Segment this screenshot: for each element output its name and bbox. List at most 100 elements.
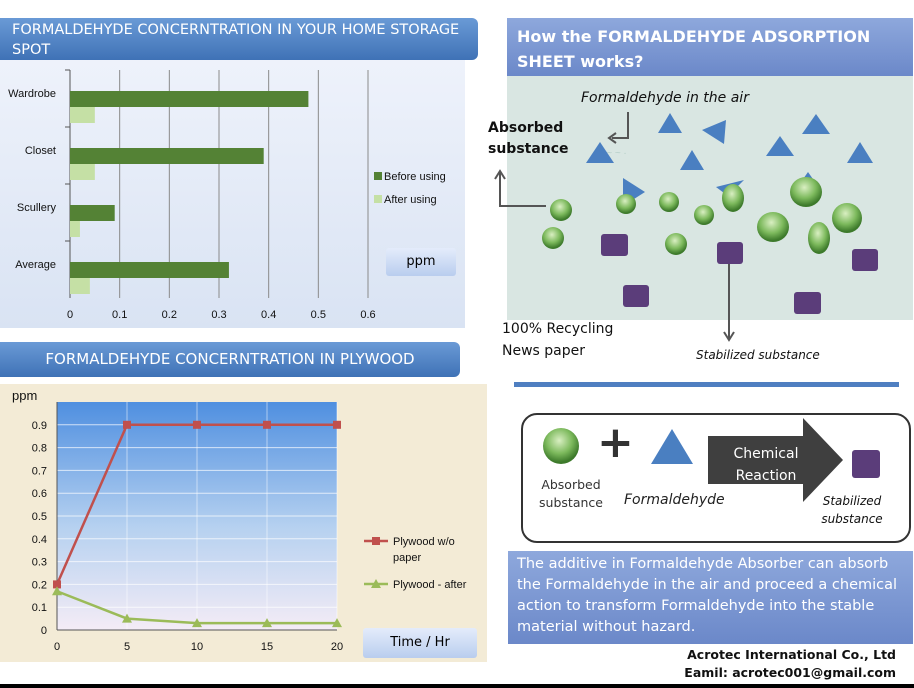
stabilized-square-icon xyxy=(852,450,880,478)
reaction-arrow-label: Chemical Reaction xyxy=(733,446,799,484)
bar-x-tick: 0.2 xyxy=(162,309,177,321)
bar-chart-title: FORMALDEHYDE CONCERNTRATION IN YOUR HOME… xyxy=(0,18,478,60)
description: The additive in Formaldehyde Absorber ca… xyxy=(508,551,913,644)
line-y-tick: 0.4 xyxy=(32,534,47,546)
stabilized-square-icon xyxy=(623,285,649,307)
absorbed-ball-icon xyxy=(722,184,744,212)
absorbed-ball-icon xyxy=(790,177,822,207)
absorbed-label: Absorbed substance xyxy=(488,120,569,157)
line-y-tick: 0.2 xyxy=(32,579,47,591)
reaction-arrow-icon xyxy=(708,418,843,502)
company-email: Eamil: acrotec001@gmail.com xyxy=(684,665,896,680)
stabilized-square-icon xyxy=(794,292,821,314)
bar-x-tick: 0.4 xyxy=(261,309,276,321)
series-marker xyxy=(332,618,342,628)
illustration-shapes: · ~ ~ · xyxy=(494,112,878,342)
line-y-tick: 0 xyxy=(41,625,47,637)
absorbed-ball-icon xyxy=(694,205,714,225)
bar-x-tick: 0.1 xyxy=(112,309,127,321)
series-marker xyxy=(123,420,131,429)
absorption-illustration xyxy=(507,76,913,320)
recycling-label: 100% Recycling News paper xyxy=(502,321,614,359)
legend-label: Before using xyxy=(384,171,446,183)
absorbed-ball-icon xyxy=(616,194,636,214)
stabilized-label: Stabilized substance xyxy=(696,348,820,362)
reaction-stabilized-label: Stabilized substance xyxy=(821,494,883,526)
bar-category-label: Average xyxy=(15,259,56,271)
series-marker xyxy=(122,613,132,623)
absorbed-arrow-icon xyxy=(499,173,546,207)
formaldehyde-triangle-icon xyxy=(651,429,693,464)
absorbed-ball-icon xyxy=(542,227,564,249)
company-name: Acrotec International Co., Ltd xyxy=(687,647,896,662)
line-y-tick: 0.8 xyxy=(32,443,47,455)
line-x-tick: 20 xyxy=(331,641,343,653)
line-x-tick: 5 xyxy=(124,641,130,653)
absorbed-ball-icon xyxy=(665,233,687,255)
series-marker xyxy=(52,586,62,596)
formaldehyde-triangle-icon xyxy=(847,142,873,163)
bar-category-label: Scullery xyxy=(17,202,57,214)
bar-x-tick: 0.6 xyxy=(360,309,375,321)
legend-label: Plywood w/o paper xyxy=(393,536,455,564)
formaldehyde-triangle-icon xyxy=(766,136,794,156)
bar-unit-box: ppm xyxy=(386,248,456,276)
formaldehyde-triangle-icon xyxy=(658,113,682,133)
line-chart: 0 0.1 0.2 0.3 0.4 0.5 0.6 0.7 0.8 0.9 0 5 10 15 20 Ply… xyxy=(12,388,467,653)
formaldehyde-triangle-icon xyxy=(680,150,704,170)
bar xyxy=(70,262,229,278)
bar-x-tick: 0.5 xyxy=(311,309,326,321)
absorbed-ball-icon xyxy=(659,192,679,212)
bar-category-label: Closet xyxy=(25,145,56,157)
line-y-unit: ppm xyxy=(12,388,37,403)
line-y-tick: 0.1 xyxy=(32,602,47,614)
reaction-absorbed-label: Absorbed substance xyxy=(539,477,603,510)
legend-marker xyxy=(372,537,380,545)
line-x-tick: 10 xyxy=(191,641,203,653)
bar-chart: 0 0.1 0.2 0.3 0.4 0.5 0.6 Wardrobe Closet Sculler… xyxy=(8,69,446,321)
series-marker xyxy=(333,420,341,429)
stabilized-square-icon xyxy=(601,234,628,256)
bar xyxy=(70,205,115,221)
divider xyxy=(514,382,899,387)
legend-swatch xyxy=(374,195,382,203)
line-x-tick: 0 xyxy=(54,641,60,653)
bar xyxy=(70,278,90,294)
absorbed-ball-icon xyxy=(543,428,579,464)
bar-category-label: Wardrobe xyxy=(8,88,56,100)
air-arrow-icon xyxy=(612,112,629,139)
legend-label: Plywood - after xyxy=(393,579,467,591)
stabilized-arrow-head-icon xyxy=(723,331,735,342)
line-x-unit-box: Time / Hr xyxy=(363,628,477,658)
line-y-tick: 0.3 xyxy=(32,557,47,569)
line-x-tick: 15 xyxy=(261,641,273,653)
line-y-tick: 0.9 xyxy=(32,420,47,432)
plus-sign: + xyxy=(597,417,634,468)
bar-x-tick: 0 xyxy=(67,309,73,321)
series-marker xyxy=(262,618,272,628)
reaction-shapes xyxy=(543,418,880,502)
reaction-formaldehyde-label: Formaldehyde xyxy=(624,492,725,508)
line-y-tick: 0.7 xyxy=(32,465,47,477)
absorbed-ball-icon xyxy=(550,199,572,221)
absorbed-arrow-head-icon xyxy=(494,169,506,180)
legend-label: After using xyxy=(384,194,437,206)
line-chart-title: FORMALDEHYDE CONCERNTRATION IN PLYWOOD xyxy=(0,342,460,377)
bar xyxy=(70,91,309,107)
series-marker xyxy=(263,420,271,429)
watermark-text: · ~ ~ · xyxy=(600,148,627,159)
bar xyxy=(70,107,95,123)
bottom-bar xyxy=(0,684,914,688)
stabilized-square-icon xyxy=(717,242,743,264)
formaldehyde-triangle-icon xyxy=(702,120,726,144)
absorbed-ball-icon xyxy=(808,222,830,254)
line-y-tick: 0.5 xyxy=(32,511,47,523)
bar-x-tick: 0.3 xyxy=(211,309,226,321)
bar xyxy=(70,221,80,237)
formaldehyde-triangle-icon xyxy=(586,142,614,163)
absorbed-ball-icon xyxy=(757,212,789,242)
series-marker xyxy=(193,420,201,429)
absorbed-ball-icon xyxy=(832,203,862,233)
formaldehyde-triangle-icon xyxy=(802,114,830,134)
panel-title: How the FORMALDEHYDE ADSORPTION SHEET wo… xyxy=(507,18,913,76)
